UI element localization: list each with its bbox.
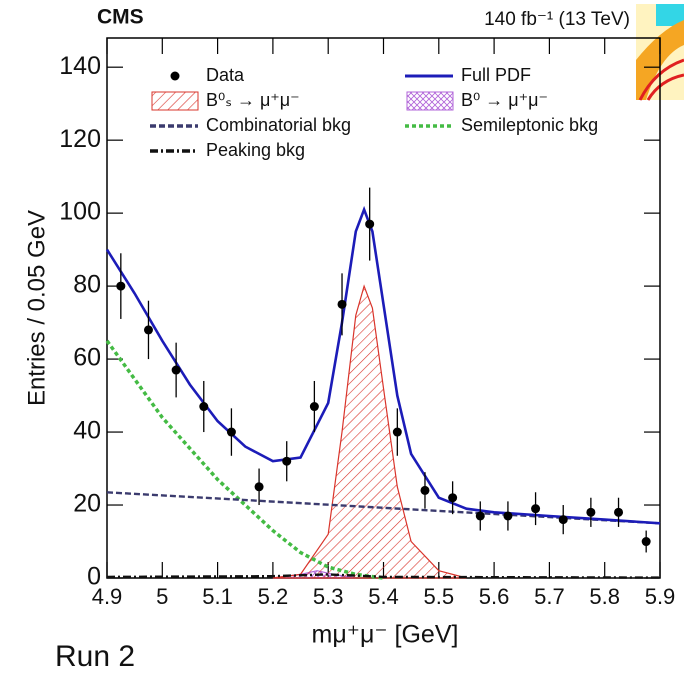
y-tick-label: 140 (59, 52, 101, 80)
data-point (226, 427, 236, 437)
legend-label: B⁰ₛ → μ⁺μ⁻ (206, 90, 300, 110)
data-point (531, 504, 541, 514)
x-axis-title: mμ⁺μ⁻ [GeV] (312, 621, 459, 649)
legend-label: Full PDF (461, 65, 531, 85)
y-tick-label: 0 (87, 563, 101, 591)
data-point (171, 365, 181, 375)
x-tick-label: 5.3 (313, 584, 344, 609)
legend-label: Data (206, 65, 245, 85)
data-point (116, 281, 126, 291)
x-tick-label: 5.8 (589, 584, 620, 609)
legend-label: B⁰ → μ⁺μ⁻ (461, 90, 548, 110)
data-point (475, 511, 485, 521)
x-tick-label: 5.9 (645, 584, 676, 609)
fit-curve (106, 573, 661, 579)
data-point (337, 299, 347, 309)
data-point (282, 456, 292, 466)
data-point (309, 402, 319, 412)
x-tick-label: 5.6 (479, 584, 510, 609)
legend-label: Semileptonic bkg (461, 115, 598, 135)
y-axis-title: Entries / 0.05 GeV (23, 210, 50, 406)
data-point (558, 515, 568, 525)
x-tick-label: 5.7 (534, 584, 565, 609)
data-point (448, 493, 458, 503)
fit-curve (105, 339, 384, 580)
experiment: CMS (97, 6, 144, 29)
data-point (392, 427, 402, 437)
data-point (199, 402, 209, 412)
y-tick-label: 80 (73, 271, 101, 299)
y-tick-label: 40 (73, 417, 101, 445)
legend-symbol (170, 71, 180, 81)
x-tick-label: 5.5 (424, 584, 455, 609)
x-tick-label: 5 (156, 584, 168, 609)
y-tick-label: 60 (73, 344, 101, 372)
x-tick-label: 4.9 (92, 584, 123, 609)
data-point (254, 482, 264, 492)
signal-area (272, 284, 467, 579)
data-point (143, 325, 153, 335)
legend-label: Peaking bkg (206, 140, 305, 160)
data-point (586, 507, 596, 517)
y-tick-label: 120 (59, 125, 101, 153)
legend-symbol (406, 91, 454, 111)
y-tick-label: 20 (73, 490, 101, 518)
legend-label: Combinatorial bkg (206, 115, 351, 135)
luminosity: 140 fb⁻¹ (13 TeV) (484, 9, 630, 30)
data-point (503, 511, 513, 521)
data-point (641, 537, 651, 547)
x-tick-label: 5.2 (258, 584, 289, 609)
y-tick-label: 100 (59, 198, 101, 226)
legend-symbol (151, 91, 199, 111)
x-tick-label: 5.4 (368, 584, 399, 609)
data-point (365, 219, 375, 229)
x-tick-label: 5.1 (202, 584, 233, 609)
footer: Run 2 (55, 640, 135, 673)
data-point (420, 485, 430, 495)
data-point (614, 507, 624, 517)
